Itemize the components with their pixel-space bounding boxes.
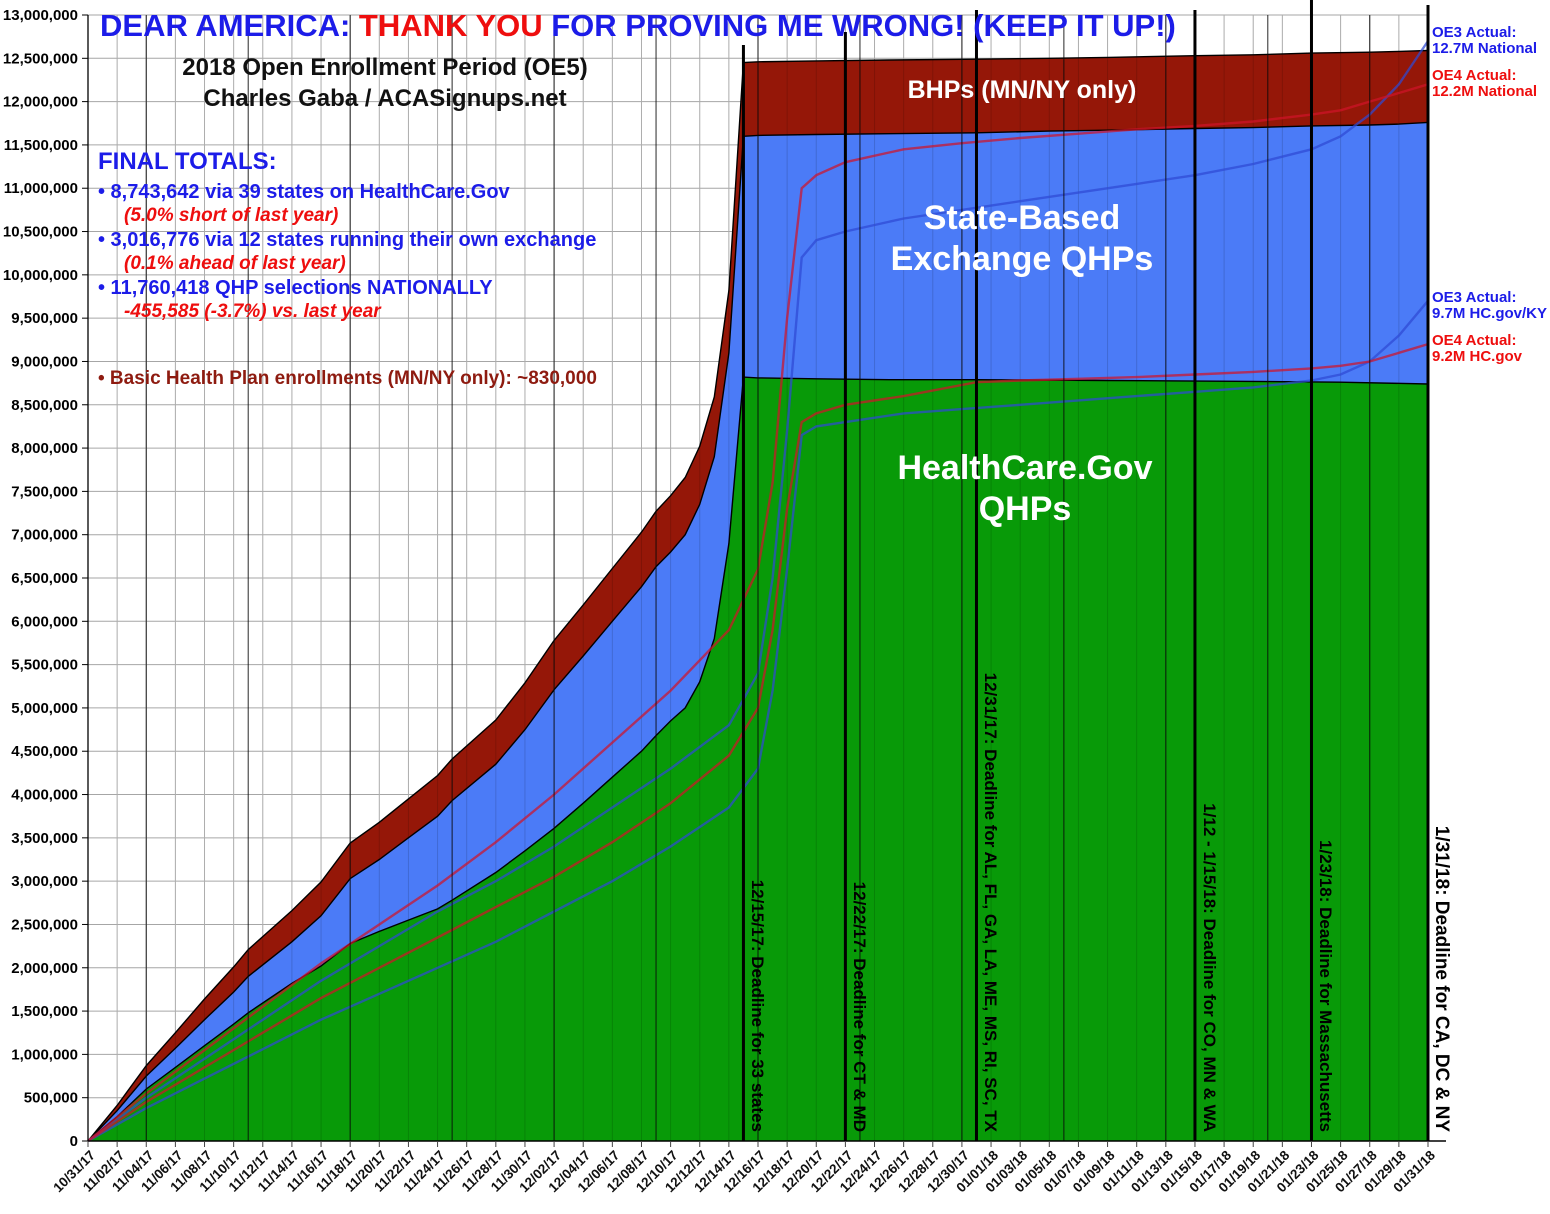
bhp-area-label: BHPs (MN/NY only) — [907, 76, 1137, 104]
title-part-1: DEAR AMERICA: — [100, 8, 359, 43]
weekly-lines — [145, 15, 1371, 1141]
y-tick-label: 3,000,000 — [11, 873, 78, 890]
area-top-edge-1 — [87, 121, 1429, 1142]
final-totals-block: FINAL TOTALS: • 8,743,642 via 39 states … — [98, 150, 596, 324]
y-tick-label: 9,500,000 — [11, 310, 78, 327]
y-tick-label: 2,500,000 — [11, 916, 78, 933]
total-hcgov-note: (5.0% short of last year) — [124, 205, 339, 226]
subtitle-line-2: Charles Gaba / ACASignups.net — [203, 85, 567, 112]
bhp-enrollment-note: • Basic Health Plan enrollments (MN/NY o… — [98, 368, 597, 389]
subtitle-line-1: 2018 Open Enrollment Period (OE5) — [182, 54, 588, 81]
title-part-2: THANK YOU — [358, 8, 543, 43]
y-tick-label: 11,500,000 — [4, 137, 78, 154]
deadline-label-3: 1/12 - 1/15/18: Deadline for CO, MN & WA — [1199, 803, 1219, 1132]
hcgov-area-label-line1: HealthCare.Gov — [897, 449, 1153, 487]
total-hcgov: • 8,743,642 via 39 states on HealthCare.… — [98, 181, 510, 203]
title-part-3: FOR PROVING ME WRONG! (KEEP IT UP!) — [542, 8, 1176, 43]
y-tick-label: 5,500,000 — [11, 657, 78, 674]
sbe-area-label: State-Based Exchange QHPs — [822, 198, 1222, 280]
y-tick-label: 7,000,000 — [11, 527, 78, 544]
annotation-oe4-national: OE4 Actual: 12.2M National — [1432, 67, 1538, 100]
x-axis-labels: 10/31/1711/02/1711/04/1711/06/1711/08/17… — [50, 1141, 1438, 1195]
faint-verticals — [116, 15, 1400, 1141]
y-tick-label: 1,500,000 — [11, 1003, 78, 1020]
total-sbe: • 3,016,776 via 12 states running their … — [98, 229, 597, 251]
y-tick-label: 2,000,000 — [11, 960, 78, 977]
y-tick-label: 1,000,000 — [11, 1046, 78, 1063]
annotation-oe4-hcgov: OE4 Actual: 9.2M HC.gov — [1432, 332, 1523, 365]
sbe-area-label-line2: Exchange QHPs — [890, 240, 1154, 278]
area-1 — [88, 122, 1428, 1141]
y-tick-label: 8,000,000 — [11, 440, 78, 457]
y-tick-label: 6,000,000 — [11, 613, 78, 630]
total-sbe-note: (0.1% ahead of last year) — [124, 253, 346, 274]
final-totals-heading: FINAL TOTALS: — [98, 148, 277, 175]
deadline-label-2: 12/31/17: Deadline for AL, FL, GA, LA, M… — [981, 672, 1001, 1132]
y-tick-label: 12,000,000 — [3, 94, 78, 111]
deadline-label-5: 1/31/18: Deadline for CA, DC & NY — [1431, 825, 1452, 1132]
total-national-note: -455,585 (-3.7%) vs. last year — [124, 301, 381, 322]
y-tick-label: 10,000,000 — [3, 267, 78, 284]
y-tick-label: 4,500,000 — [11, 743, 78, 760]
y-tick-label: 500,000 — [24, 1090, 78, 1107]
y-tick-label: 13,000,000 — [3, 7, 78, 24]
y-tick-label: 4,000,000 — [11, 787, 78, 804]
pace-line-1 — [87, 83, 1429, 1142]
deadline-label-4: 1/23/18: Deadline for Massachusetts — [1316, 840, 1336, 1132]
y-tick-label: 0 — [70, 1133, 78, 1150]
total-national: • 11,760,418 QHP selections NATIONALLY — [98, 277, 493, 299]
hcgov-area-label: HealthCare.Gov QHPs — [825, 448, 1225, 530]
y-tick-label: 11,000,000 — [4, 180, 78, 197]
page-title: DEAR AMERICA: THANK YOU FOR PROVING ME W… — [100, 8, 1176, 44]
y-tick-label: 10,500,000 — [3, 224, 78, 241]
deadline-label-1: 12/22/17: Deadline for CT & MD — [850, 881, 870, 1132]
y-tick-label: 6,500,000 — [11, 570, 78, 587]
y-axis-labels: 0 500,000 1,000,000 1,500,000 2,000,000 2,500… — [3, 7, 88, 1150]
deadline-label-0: 12/15/17: Deadline for 33 states — [748, 879, 768, 1132]
y-tick-label: 12,500,000 — [3, 50, 78, 67]
annotation-oe3-hcgov: OE3 Actual: 9.7M HC.gov/KY — [1432, 289, 1548, 322]
pace-line-0 — [87, 40, 1429, 1142]
pace-lines — [87, 40, 1429, 1143]
area-top-edge-2 — [87, 49, 1429, 1142]
pace-line-3 — [87, 342, 1429, 1142]
y-tick-label: 8,500,000 — [11, 397, 78, 414]
y-tick-label: 7,500,000 — [11, 483, 78, 500]
pace-line-2 — [87, 300, 1429, 1143]
deadline-lines — [741, 0, 1430, 1141]
area-top-edge-0 — [87, 376, 1429, 1142]
sbe-area-label-line1: State-Based — [923, 199, 1121, 237]
chart-subtitle: 2018 Open Enrollment Period (OE5) Charle… — [160, 52, 610, 114]
hcgov-area-label-line2: QHPs — [978, 490, 1072, 528]
y-tick-label: 3,500,000 — [11, 830, 78, 847]
y-tick-label: 5,000,000 — [11, 700, 78, 717]
annotation-oe3-national: OE3 Actual: 12.7M National — [1432, 24, 1538, 57]
y-tick-label: 9,000,000 — [11, 353, 78, 370]
